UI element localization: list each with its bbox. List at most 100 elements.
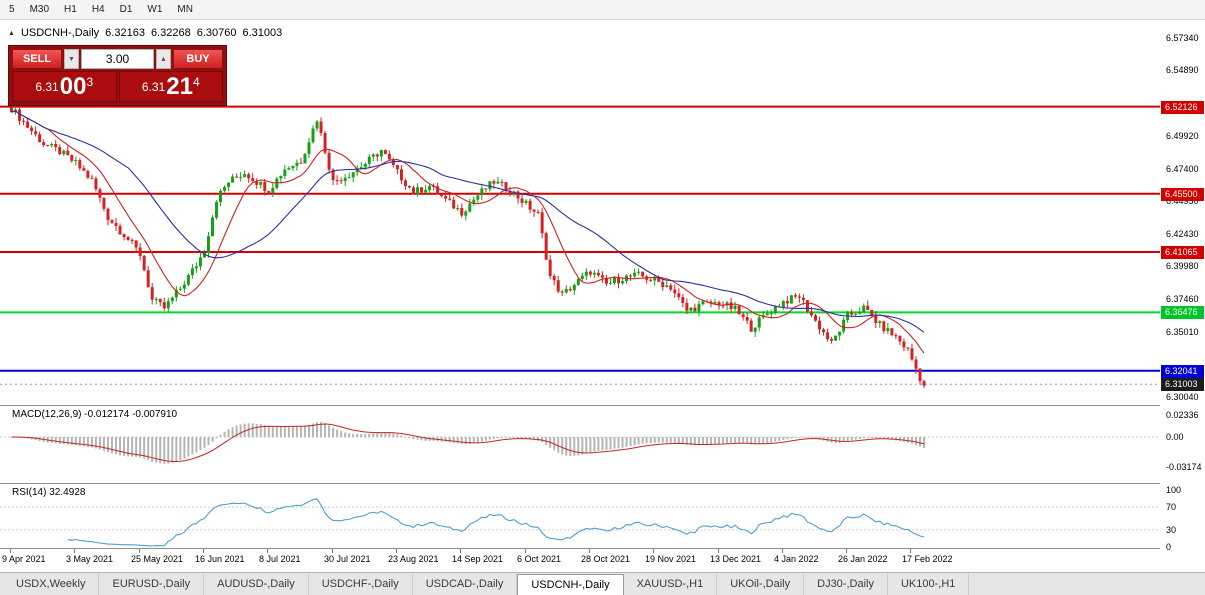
rsi-panel[interactable] — [0, 484, 1160, 548]
price-axis-label: 6.49920 — [1166, 130, 1199, 141]
macd-name: MACD(12,26,9) — [12, 409, 82, 420]
date-label: 28 Oct 2021 — [581, 554, 631, 564]
date-label: 3 May 2021 — [66, 554, 114, 564]
price-axis-badge: 6.52126 — [1161, 100, 1204, 114]
date-tick — [846, 549, 847, 553]
chart-symbol-label: USDCNH-,Daily — [20, 27, 100, 39]
panel-separator[interactable] — [0, 405, 1205, 406]
timeframe-button-m30[interactable]: M30 — [23, 2, 56, 17]
date-tick — [267, 549, 268, 553]
buy-price-prefix: 6.31 — [141, 79, 166, 94]
low-price: 6.30760 — [196, 27, 237, 39]
date-tick — [718, 549, 719, 553]
chevron-up-icon: ▲ — [160, 55, 167, 63]
date-label: 6 Oct 2021 — [517, 554, 562, 564]
macd-axis-label: 0.02336 — [1166, 409, 1199, 420]
close-price: 6.31003 — [242, 27, 283, 39]
sell-price-pipette: 3 — [86, 75, 94, 89]
volume-input[interactable] — [81, 49, 154, 69]
rsi-axis-label: 100 — [1166, 485, 1182, 495]
date-label: 23 Aug 2021 — [388, 554, 439, 564]
price-axis-label: 6.47400 — [1166, 163, 1199, 174]
price-axis-label: 6.30040 — [1166, 391, 1199, 402]
open-price: 6.32163 — [105, 27, 145, 39]
rsi-axis-label: 70 — [1166, 502, 1177, 513]
date-axis[interactable]: 9 Apr 2021 3 May 2021 25 May 2021 16 Jun 20… — [0, 549, 1160, 571]
panel-separator[interactable] — [0, 483, 1205, 484]
timeframe-button-d1[interactable]: D1 — [113, 2, 140, 17]
price-axis-badge: 6.32041 — [1161, 364, 1204, 378]
volume-increase-button[interactable]: ▲ — [156, 49, 171, 69]
date-tick — [525, 549, 526, 553]
date-tick — [653, 549, 654, 553]
date-tick — [139, 549, 140, 553]
sell-price-big: 00 — [59, 72, 87, 100]
buy-price-big: 21 — [166, 72, 193, 100]
sell-price-prefix: 6.31 — [35, 79, 59, 94]
date-label: 4 Jan 2022 — [774, 554, 819, 564]
date-label: 9 Apr 2021 — [2, 554, 46, 564]
one-click-trading-panel: SELL ▼ ▲ BUY 6.31 00 3 6.31 21 4 — [8, 45, 227, 106]
rsi-value: 32.4928 — [49, 487, 86, 498]
macd-panel[interactable] — [0, 406, 1160, 483]
chart-tab-usdcad-daily[interactable]: USDCAD-,Daily — [413, 573, 518, 595]
price-axis-label: 6.42430 — [1166, 229, 1199, 240]
price-axis-label: 6.57340 — [1166, 33, 1199, 43]
timeframe-button-5[interactable]: 5 — [2, 2, 22, 17]
date-label: 16 Jun 2021 — [195, 554, 245, 564]
chart-tab-xauusd-h1[interactable]: XAUUSD-,H1 — [624, 573, 718, 595]
chart-tab-dj30-daily[interactable]: DJ30-,Daily — [804, 573, 888, 595]
date-tick — [910, 549, 911, 553]
volume-decrease-button[interactable]: ▼ — [64, 49, 79, 69]
date-label: 14 Sep 2021 — [452, 554, 504, 564]
buy-price-display: 6.31 21 4 — [118, 71, 223, 102]
macd-indicator-label: MACD(12,26,9) -0.012174 -0.007910 — [12, 409, 177, 420]
price-axis-label: 6.35010 — [1166, 326, 1199, 337]
price-axis[interactable]: 6.57340 6.54890 6.49920 6.47400 6.44950 6.424… — [1160, 20, 1205, 571]
price-axis-label: 6.44950 — [1166, 195, 1199, 206]
date-tick — [782, 549, 783, 553]
chart-tab-ukoil-daily[interactable]: UKOil-,Daily — [717, 573, 805, 595]
date-tick — [332, 549, 333, 553]
rsi-axis-label: 0 — [1166, 542, 1172, 552]
chart-tab-usdcnh-daily[interactable]: USDCNH-,Daily — [517, 574, 624, 595]
date-label: 26 Jan 2022 — [838, 554, 888, 564]
macd-values: -0.012174 -0.007910 — [84, 409, 178, 420]
sell-price-display: 6.31 00 3 — [12, 71, 117, 102]
timeframe-button-mn[interactable]: MN — [170, 2, 200, 17]
chart-tab-usdchf-daily[interactable]: USDCHF-,Daily — [309, 573, 413, 595]
high-price: 6.32268 — [150, 27, 191, 39]
timeframe-button-h1[interactable]: H1 — [57, 2, 84, 17]
price-axis-badge: 6.45500 — [1161, 187, 1204, 201]
date-tick — [460, 549, 461, 553]
timeframe-toolbar: 5 M30 H1 H4 D1 W1 MN — [0, 0, 1205, 20]
chart-tab-usdx-weekly[interactable]: USDX,Weekly — [3, 573, 100, 595]
chart-ohlc-header: ▲ USDCNH-,Daily 6.32163 6.32268 6.30760 … — [8, 27, 282, 39]
timeframe-button-w1[interactable]: W1 — [140, 2, 169, 17]
sell-button[interactable]: SELL — [12, 49, 62, 69]
rsi-axis-label: 30 — [1166, 524, 1177, 535]
date-label: 30 Jul 2021 — [324, 554, 371, 564]
date-label: 19 Nov 2021 — [645, 554, 697, 564]
buy-price-pipette: 4 — [192, 75, 200, 89]
macd-axis-label: -0.03174 — [1166, 461, 1202, 472]
macd-axis-label: 0.00 — [1166, 432, 1184, 442]
price-axis-label: 6.39980 — [1166, 261, 1199, 272]
chart-tab-eurusd-daily[interactable]: EURUSD-,Daily — [99, 573, 205, 595]
chevron-down-icon: ▼ — [68, 55, 75, 63]
price-chart-panel[interactable] — [0, 20, 1160, 405]
chart-tab-uk100-h1[interactable]: UK100-,H1 — [888, 573, 970, 595]
chart-tab-audusd-daily[interactable]: AUDUSD-,Daily — [204, 573, 309, 595]
timeframe-button-h4[interactable]: H4 — [85, 2, 112, 17]
rsi-indicator-label: RSI(14) 32.4928 — [12, 487, 85, 498]
date-label: 17 Feb 2022 — [902, 554, 953, 564]
panel-separator — [0, 548, 1205, 549]
date-tick — [74, 549, 75, 553]
price-axis-label: 6.54890 — [1166, 65, 1199, 76]
rsi-name: RSI(14) — [12, 487, 47, 498]
date-tick — [589, 549, 590, 553]
date-tick — [203, 549, 204, 553]
collapse-icon[interactable]: ▲ — [8, 29, 15, 37]
date-tick — [396, 549, 397, 553]
buy-button[interactable]: BUY — [173, 49, 223, 69]
